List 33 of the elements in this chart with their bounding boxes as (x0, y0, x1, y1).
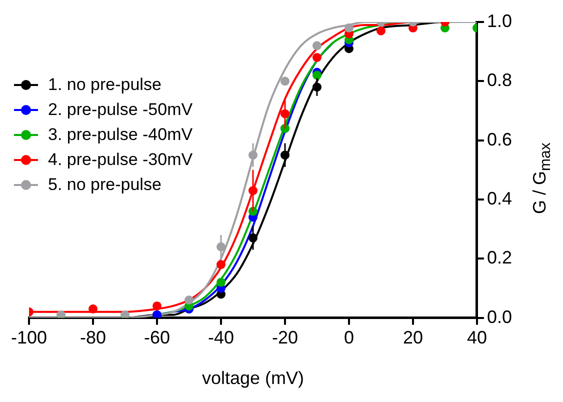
point (216, 278, 226, 287)
point (88, 304, 98, 314)
point (344, 23, 354, 32)
point (312, 41, 322, 50)
point (376, 26, 386, 36)
y-tick-label: 0.6 (486, 129, 512, 150)
x-axis-title: voltage (mV) (202, 368, 304, 388)
y-tick-label: 1.0 (486, 10, 512, 31)
x-tick-label: 0 (344, 328, 354, 348)
x-tick-label: -60 (144, 328, 170, 348)
legend-label: 1. no pre-pulse (48, 74, 162, 96)
legend-label: 2. pre-pulse -50mV (48, 99, 193, 121)
y-tick-label: 0.4 (486, 188, 512, 208)
x-tick-label: -20 (272, 328, 298, 348)
point (312, 52, 322, 62)
x-tick-label: -80 (80, 328, 106, 348)
legend-label: 3. pre-pulse -40mV (48, 124, 193, 146)
legend-label: 4. pre-pulse -30mV (48, 149, 193, 171)
x-tick-label: -100 (11, 328, 48, 348)
point (280, 76, 290, 86)
y-tick-label: 0.0 (486, 306, 512, 327)
y-tick-label: 0.2 (486, 248, 512, 268)
point (184, 296, 194, 305)
y-tick-label: 0.8 (486, 70, 512, 90)
point (120, 310, 130, 318)
point (312, 70, 322, 80)
point (56, 310, 66, 318)
x-tick-label: 40 (466, 328, 487, 348)
x-tick-label: 20 (402, 328, 423, 348)
point (216, 260, 226, 270)
point (152, 301, 162, 310)
x-tick-label: -40 (208, 328, 234, 348)
legend-label: 5. no pre-pulse (48, 174, 162, 196)
